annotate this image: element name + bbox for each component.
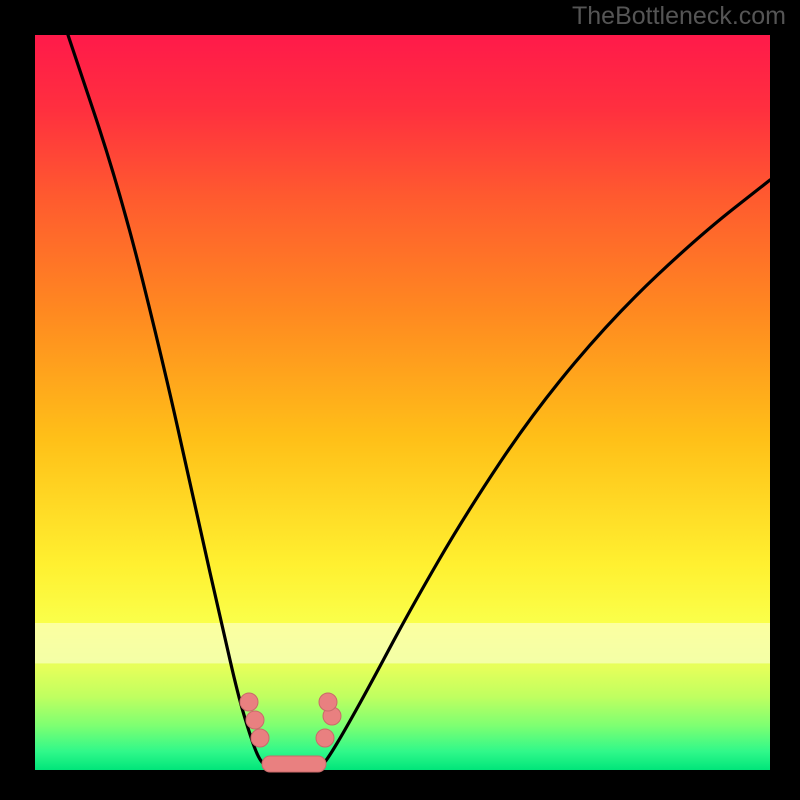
chart-pale-band — [35, 623, 770, 663]
curve-marker-1 — [246, 711, 264, 729]
bottleneck-chart — [0, 0, 800, 800]
curve-marker-0 — [240, 693, 258, 711]
curve-marker-3 — [316, 729, 334, 747]
curve-marker-5 — [319, 693, 337, 711]
trough-marker — [262, 756, 326, 772]
curve-marker-2 — [251, 729, 269, 747]
watermark-text: TheBottleneck.com — [572, 2, 786, 31]
